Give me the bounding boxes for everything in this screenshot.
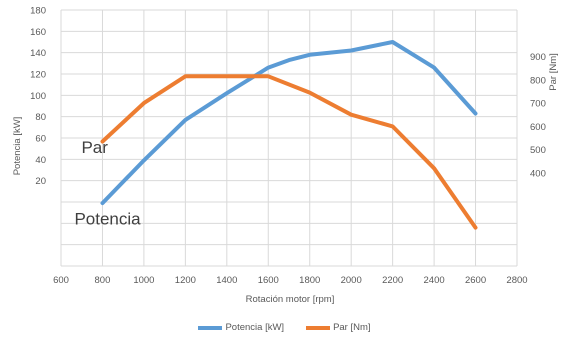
x-tick-label: 600: [53, 275, 69, 286]
y-left-tick-label: 120: [30, 70, 46, 81]
x-tick-label: 1200: [175, 275, 196, 286]
x-tick-label: 2600: [465, 275, 486, 286]
series-line-potencia: [100, 40, 478, 206]
x-tick-label: 1400: [216, 275, 237, 286]
x-tick-label: 2000: [341, 275, 362, 286]
x-tick-label: 1000: [133, 275, 154, 286]
y-right-axis-title: Par [Nm]: [548, 53, 559, 90]
chart-grid: [60, 9, 518, 267]
legend-swatch: [198, 325, 223, 330]
annotation-label: Potencia: [74, 209, 141, 228]
y-left-tick-label: 60: [35, 134, 46, 145]
y-right-tick-label: 500: [530, 145, 546, 156]
x-tick-label: 1600: [258, 275, 279, 286]
legend-entry: Par [Nm]: [306, 322, 371, 333]
x-tick-label: 1800: [299, 275, 320, 286]
y-right-tick-label: 900: [530, 52, 546, 63]
x-tick-label: 2400: [424, 275, 445, 286]
legend-label: Potencia [kW]: [225, 322, 285, 333]
legend-label: Par [Nm]: [333, 322, 371, 333]
chart-series: [100, 40, 478, 230]
y-left-tick-label: 160: [30, 27, 46, 38]
y-left-tick-label: 100: [30, 91, 46, 102]
x-tick-label: 800: [95, 275, 111, 286]
x-axis-title: Rotación motor [rpm]: [246, 294, 335, 305]
y-right-tick-label: 400: [530, 168, 546, 179]
x-tick-label: 2200: [382, 275, 403, 286]
y-left-tick-label: 40: [35, 155, 46, 166]
y-right-axis-ticks: 400 500 600 700 800 900: [530, 52, 546, 179]
chart-legend: Potencia [kW] Par [Nm]: [0, 322, 569, 333]
legend-swatch: [306, 325, 331, 330]
x-tick-label: 2800: [506, 275, 527, 286]
y-right-tick-label: 800: [530, 75, 546, 86]
y-right-tick-label: 700: [530, 99, 546, 110]
x-axis-ticks: 600 800 1000 1200 1400 1600 1800 2000 2200 2400 26…: [53, 275, 528, 286]
y-left-tick-label: 140: [30, 48, 46, 59]
y-left-tick-label: 80: [35, 112, 46, 123]
y-right-tick-label: 600: [530, 122, 546, 133]
series-line-par: [100, 74, 478, 230]
annotation-label: Par: [81, 138, 108, 157]
y-left-tick-label: 20: [35, 176, 46, 187]
y-left-tick-label: 180: [30, 6, 46, 17]
y-left-axis-ticks: 20 40 60 80 100 120 140 160 180: [30, 6, 46, 188]
y-left-axis-title: Potencia [kW]: [12, 117, 23, 176]
chart-annotations: Par Potencia: [74, 138, 141, 228]
legend-entry: Potencia [kW]: [198, 322, 284, 333]
